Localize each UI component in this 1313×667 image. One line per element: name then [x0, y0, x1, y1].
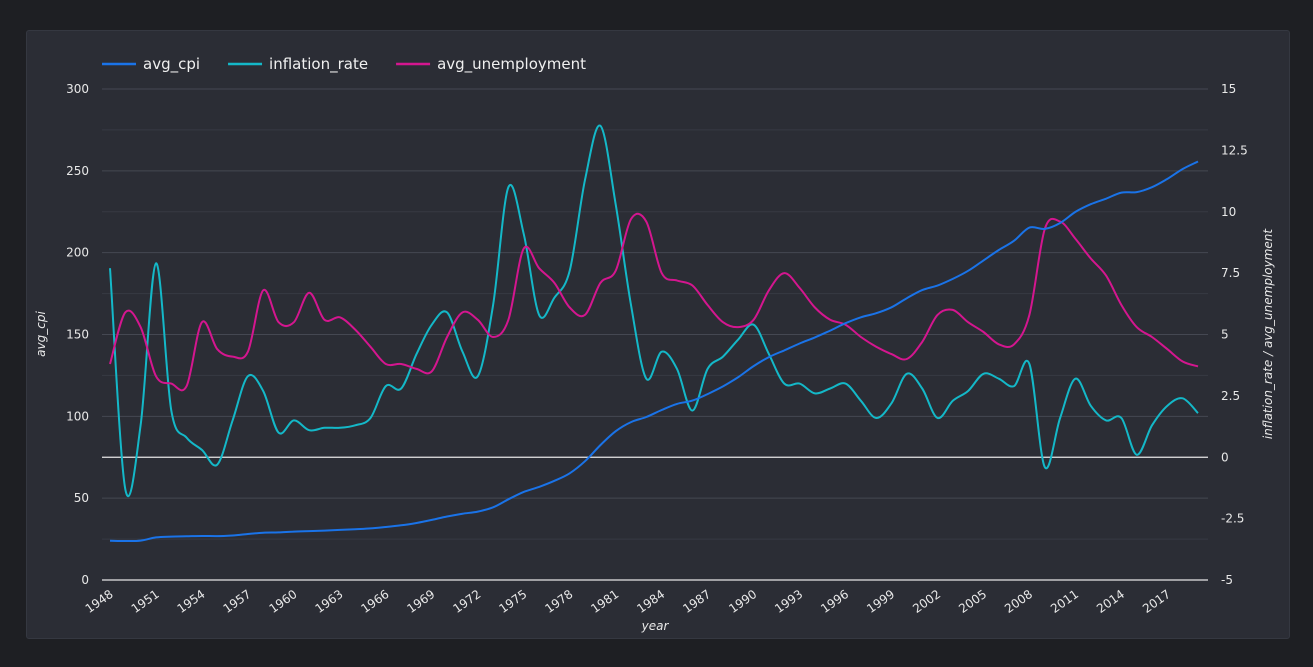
y-right-tick-label: 7.5	[1221, 266, 1240, 280]
series-line-inflation-rate	[109, 124, 1199, 498]
x-tick-label: 1948	[83, 587, 116, 616]
series-line-avg-cpi	[109, 160, 1199, 543]
y-axis-left-title: avg_cpi	[34, 311, 48, 357]
x-tick-label: 1993	[772, 587, 805, 616]
series-lines	[109, 124, 1199, 543]
y-axis-right-title: inflation_rate / avg_unemployment	[1261, 228, 1275, 440]
x-tick-label: 1957	[221, 587, 254, 616]
grid-lines	[102, 88, 1208, 540]
y-left-tick-label: 200	[66, 246, 89, 260]
x-tick-label: 2017	[1140, 587, 1173, 616]
y-left-tick-label: 50	[74, 491, 89, 505]
y-right-tick-label: 10	[1221, 205, 1236, 219]
legend-label: avg_unemployment	[437, 55, 586, 74]
x-tick-label: 2005	[956, 587, 989, 616]
x-tick-label: 1981	[588, 587, 621, 616]
x-tick-label: 1969	[404, 587, 437, 616]
x-tick-label: 1966	[358, 587, 391, 616]
y-right-tick-label: 0	[1221, 450, 1229, 464]
y-right-tick-label: 12.5	[1221, 143, 1248, 157]
x-tick-label: 1984	[634, 587, 667, 616]
legend: avg_cpi inflation_rate avg_unemployment	[102, 55, 586, 74]
y-left-tick-label: 0	[81, 573, 89, 587]
left-y-axis-ticks: 0 50 100 150 200 250 300	[66, 82, 89, 587]
right-y-axis-ticks: -5 -2.5 0 2.5 5 7.5 10 12.5 15	[1221, 82, 1248, 587]
y-left-tick-label: 300	[66, 82, 89, 96]
y-left-tick-label: 150	[66, 328, 89, 342]
x-tick-label: 1951	[129, 587, 162, 616]
series-line-avg-unemployment	[109, 212, 1199, 392]
x-tick-label: 1963	[313, 587, 346, 616]
x-tick-label: 2011	[1048, 587, 1081, 616]
y-right-tick-label: 15	[1221, 82, 1236, 96]
x-tick-label: 1987	[680, 587, 713, 616]
x-tick-label: 1978	[542, 587, 575, 616]
x-tick-label: 1975	[496, 587, 529, 616]
x-tick-label: 1996	[818, 587, 851, 616]
x-axis-ticks: 1948 1951 1954 1957 1960 1963 1966 1969 1972 1975…	[83, 587, 1173, 616]
legend-label: avg_cpi	[143, 55, 200, 74]
x-tick-label: 1960	[267, 587, 300, 616]
x-tick-label: 2008	[1002, 587, 1035, 616]
y-right-tick-label: -2.5	[1221, 512, 1244, 526]
y-right-tick-label: 2.5	[1221, 389, 1240, 403]
y-left-tick-label: 100	[66, 409, 89, 423]
legend-label: inflation_rate	[269, 55, 368, 74]
y-right-tick-label: -5	[1221, 573, 1233, 587]
x-tick-label: 2002	[910, 587, 943, 616]
x-tick-label: 2014	[1094, 587, 1127, 616]
x-tick-label: 1990	[726, 587, 759, 616]
x-tick-label: 1954	[175, 587, 208, 616]
x-tick-label: 1999	[864, 587, 897, 616]
x-tick-label: 1972	[450, 587, 483, 616]
y-left-tick-label: 250	[66, 164, 89, 178]
y-right-tick-label: 5	[1221, 328, 1229, 342]
x-axis-title: year	[641, 619, 670, 633]
